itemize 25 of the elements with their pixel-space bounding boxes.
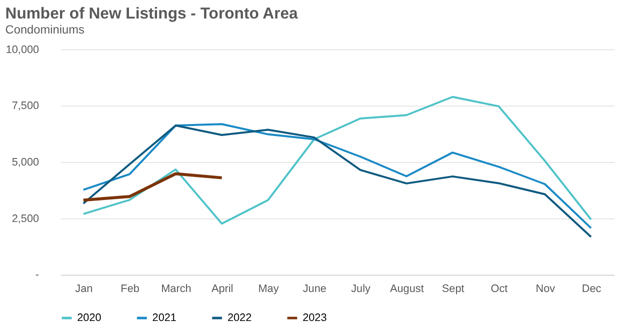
legend-label: 2023 [302, 312, 327, 324]
chart-title: Number of New Listings - Toronto Area [5, 6, 298, 23]
legend-label: 2021 [152, 312, 176, 324]
y-tick-label: 7,500 [12, 100, 40, 112]
y-tick-label: - [35, 269, 40, 282]
chart-subtitle: Condominiums [5, 22, 84, 36]
x-tick-label: May [258, 283, 280, 296]
x-tick-label: Dec [582, 283, 602, 296]
y-tick-label: 5,000 [12, 156, 40, 168]
x-tick-label: Nov [536, 283, 556, 296]
x-tick-label: Oct [490, 283, 508, 296]
line-series [82, 172, 224, 202]
x-tick-label: August [390, 283, 424, 296]
line-series [82, 96, 592, 225]
x-tick-label: Jan [75, 283, 93, 296]
legend-label: 2022 [227, 312, 252, 324]
x-tick-label: April [211, 283, 234, 296]
x-tick-label: March [161, 283, 192, 296]
x-tick-label: July [351, 283, 372, 296]
x-tick-label: Sept [442, 283, 464, 296]
y-tick-label: 10,000 [6, 44, 40, 56]
x-tick-label: Feb [120, 283, 140, 296]
y-tick-label: 2,500 [12, 212, 40, 225]
legend-label: 2020 [77, 312, 102, 324]
x-tick-label: June [302, 283, 326, 296]
